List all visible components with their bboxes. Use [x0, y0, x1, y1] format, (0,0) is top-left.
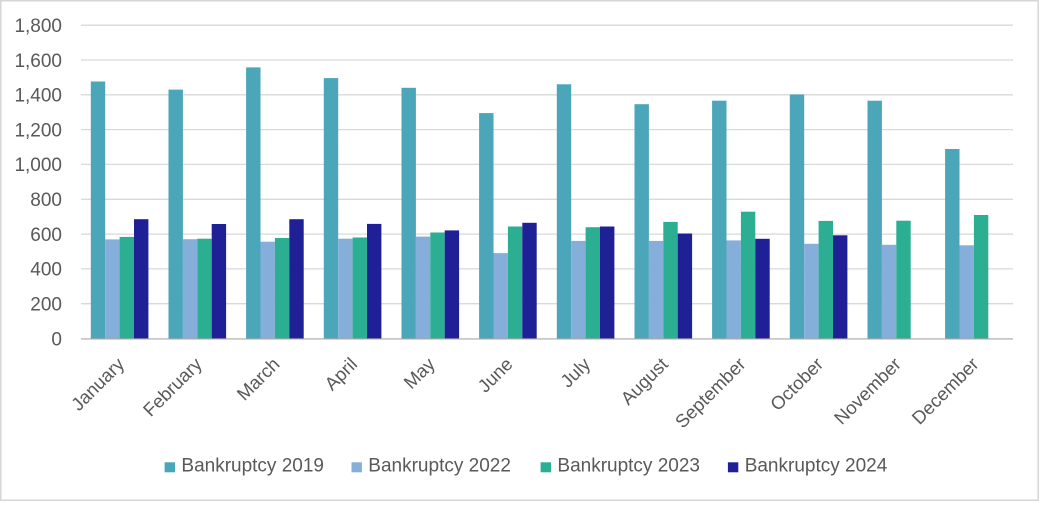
svg-text:1,200: 1,200: [14, 120, 62, 141]
svg-text:400: 400: [30, 260, 62, 281]
svg-text:800: 800: [30, 190, 62, 211]
svg-text:Bankruptcy 2019: Bankruptcy 2019: [181, 456, 324, 477]
svg-text:1,400: 1,400: [14, 86, 62, 107]
svg-text:200: 200: [30, 295, 62, 316]
svg-text:1,800: 1,800: [14, 16, 62, 37]
svg-text:Bankruptcy 2024: Bankruptcy 2024: [745, 456, 888, 477]
svg-text:1,000: 1,000: [14, 155, 62, 176]
svg-text:0: 0: [51, 329, 62, 350]
svg-text:Bankruptcy 2022: Bankruptcy 2022: [368, 456, 511, 477]
svg-text:1,600: 1,600: [14, 51, 62, 72]
svg-text:600: 600: [30, 225, 62, 246]
svg-text:Bankruptcy 2023: Bankruptcy 2023: [557, 456, 700, 477]
